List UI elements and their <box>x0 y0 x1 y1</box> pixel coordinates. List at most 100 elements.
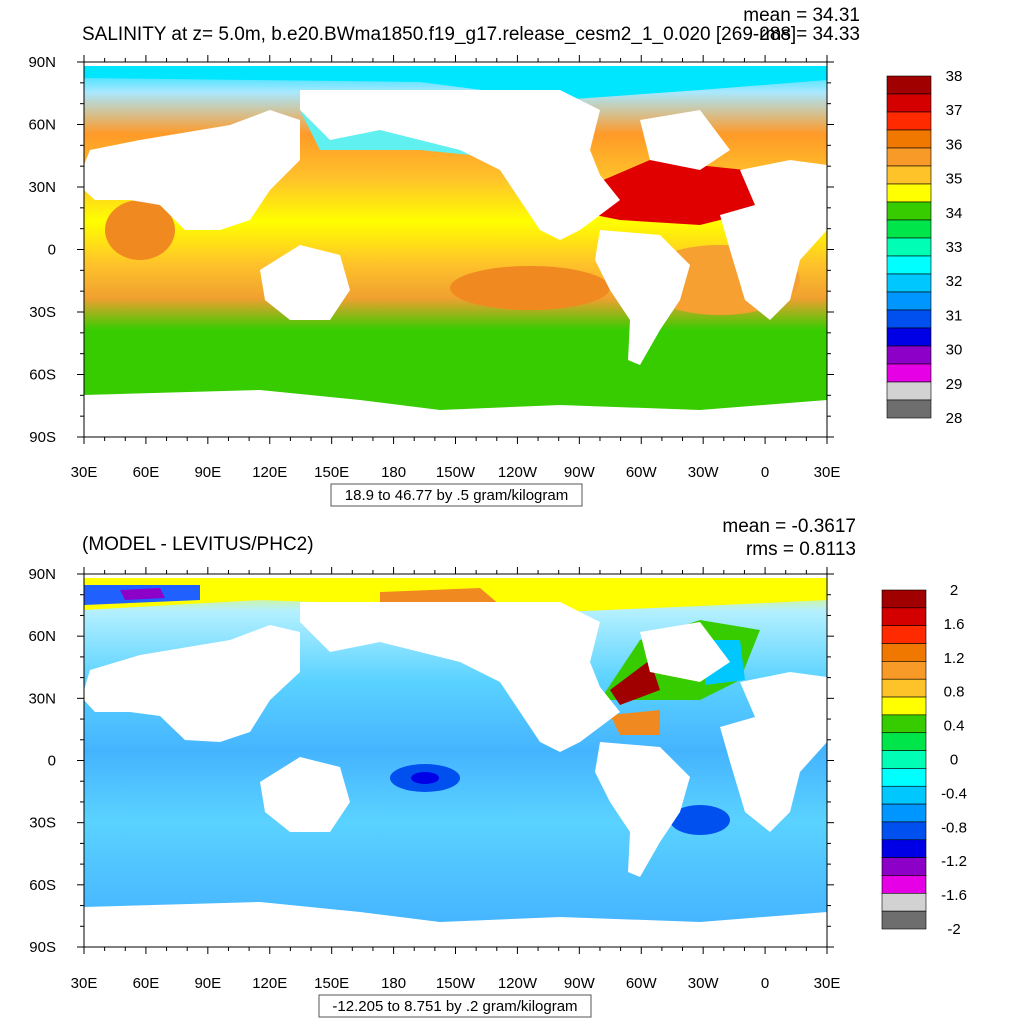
x-tick-label: 30E <box>814 464 841 481</box>
map-frame <box>77 567 834 954</box>
x-tick-label: 150E <box>314 975 349 992</box>
colorbar-swatch <box>881 875 927 894</box>
y-tick-label: 30S <box>29 304 56 321</box>
colorbar-label: 0.4 <box>944 718 965 735</box>
colorbar-swatch <box>881 893 927 912</box>
colorbar-label: 1.2 <box>944 650 965 667</box>
panel-title: SALINITY at z= 5.0m, b.e20.BWma1850.f19_… <box>82 24 796 45</box>
colorbar-swatch <box>881 910 927 930</box>
difference-panel: (MODEL - LEVITUS/PHC2) mean = -0.3617 rm… <box>28 516 967 1018</box>
x-tick-label: 30W <box>688 975 720 992</box>
x-tick-label: 120E <box>252 975 287 992</box>
x-tick-label: 0 <box>761 464 769 481</box>
colorbar-swatch <box>886 111 932 131</box>
colorbar-swatch <box>886 345 932 365</box>
rms-label: rms = 34.33 <box>759 24 860 45</box>
x-tick-labels: 30E 60E 90E 120E 150E 180 150W 120W 90W 60W 30W 0 30… <box>71 464 841 481</box>
colorbar-swatch <box>881 625 927 644</box>
colorbar-swatch <box>886 93 932 113</box>
y-tick-label: 30N <box>28 179 56 196</box>
colorbar-swatch <box>886 183 932 203</box>
colorbar-label: 37 <box>946 102 963 119</box>
colorbar: 38 37 36 35 34 33 32 31 30 29 28 <box>886 68 963 427</box>
y-tick-labels: 90N 60N 30N 0 30S 60S 90S <box>28 54 56 446</box>
colorbar-swatch <box>881 661 927 680</box>
x-tick-label: 60W <box>626 975 658 992</box>
x-tick-labels: 30E 60E 90E 120E 150E 180 150W 120W 90W 60W 30W 0 30… <box>71 975 841 992</box>
x-tick-label: 90W <box>564 975 596 992</box>
colorbar-swatch <box>881 607 927 626</box>
x-tick-label: 30E <box>71 464 98 481</box>
colorbar-label: 1.6 <box>944 616 965 633</box>
colorbar-label: 32 <box>946 273 963 290</box>
colorbar-label: 33 <box>946 239 963 256</box>
colorbar-swatch <box>886 381 932 401</box>
x-tick-label: 180 <box>381 975 406 992</box>
y-tick-label: 90S <box>29 429 56 446</box>
map-field <box>84 62 827 437</box>
x-tick-label: 30E <box>71 975 98 992</box>
y-tick-labels: 90N 60N 30N 0 30S 60S 90S <box>28 566 56 956</box>
colorbar-swatch <box>886 309 932 329</box>
y-tick-label: 30N <box>28 690 56 707</box>
colorbar-swatch <box>886 399 932 419</box>
colorbar-swatch <box>881 643 927 662</box>
colorbar-swatch <box>886 363 932 383</box>
map-field <box>84 574 827 947</box>
colorbar-swatch <box>886 147 932 167</box>
colorbar-label: -0.8 <box>941 819 967 836</box>
colorbar-swatch <box>886 219 932 239</box>
colorbar-swatch <box>881 696 927 716</box>
colorbar-label: -1.2 <box>941 853 967 870</box>
colorbar-swatch <box>881 750 927 769</box>
x-tick-label: 150W <box>436 975 476 992</box>
colorbar-swatch <box>886 237 932 257</box>
colorbar-swatch <box>886 129 932 149</box>
colorbar-label: 30 <box>946 342 963 359</box>
mean-label: mean = -0.3617 <box>722 516 856 537</box>
y-tick-label: 60N <box>28 117 56 134</box>
colorbar-swatch <box>886 75 932 95</box>
x-tick-label: 90W <box>564 464 596 481</box>
x-tick-label: 30E <box>814 975 841 992</box>
y-tick-label: 0 <box>48 242 56 259</box>
colorbar-swatch <box>881 803 927 823</box>
x-tick-label: 60E <box>133 464 160 481</box>
y-tick-label: 60S <box>29 367 56 384</box>
x-tick-label: 150E <box>314 464 349 481</box>
y-tick-label: 0 <box>48 753 56 770</box>
colorbar-swatch <box>881 857 927 876</box>
colorbar-label: 34 <box>946 205 963 222</box>
contour-info: -12.205 to 8.751 by .2 gram/kilogram <box>332 998 577 1015</box>
colorbar-label: 35 <box>946 171 963 188</box>
map-frame <box>77 55 834 444</box>
x-tick-label: 120W <box>498 975 538 992</box>
contour-info-box: -12.205 to 8.751 by .2 gram/kilogram <box>318 994 592 1018</box>
colorbar-swatch <box>886 273 932 293</box>
colorbar-swatch <box>886 165 932 185</box>
colorbar-swatch <box>881 678 927 698</box>
colorbar-label: -1.6 <box>941 887 967 904</box>
panel-title: (MODEL - LEVITUS/PHC2) <box>82 534 314 555</box>
colorbar-swatch <box>881 785 927 805</box>
contour-info: 18.9 to 46.77 by .5 gram/kilogram <box>345 487 568 504</box>
colorbar-label: 36 <box>946 136 963 153</box>
mean-label: mean = 34.31 <box>743 5 860 26</box>
colorbar-label: 0 <box>950 752 958 769</box>
x-tick-label: 180 <box>381 464 406 481</box>
colorbar-swatch <box>886 291 932 311</box>
x-tick-label: 120W <box>498 464 538 481</box>
contour-info-box: 18.9 to 46.77 by .5 gram/kilogram <box>330 483 583 507</box>
colorbar: 2 1.6 1.2 0.8 0.4 0 -0.4 -0.8 -1.2 -1.6 -2 <box>881 582 967 938</box>
salinity-panel: SALINITY at z= 5.0m, b.e20.BWma1850.f19_… <box>28 5 963 507</box>
colorbar-swatch <box>881 714 927 734</box>
colorbar-swatch <box>886 327 932 347</box>
y-tick-label: 90N <box>28 54 56 71</box>
colorbar-swatch <box>881 732 927 751</box>
rms-label: rms = 0.8113 <box>746 539 856 560</box>
y-tick-label: 60S <box>29 877 56 894</box>
y-tick-label: 90N <box>28 566 56 583</box>
x-tick-label: 60E <box>133 975 160 992</box>
colorbar-label: 38 <box>946 68 963 85</box>
